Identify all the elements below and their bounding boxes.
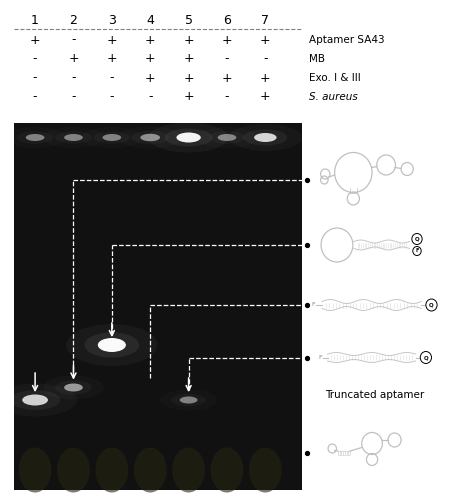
Ellipse shape — [57, 448, 90, 492]
Text: 5: 5 — [184, 14, 193, 26]
Text: -: - — [71, 34, 76, 46]
Text: Exo. I & III: Exo. I & III — [309, 73, 361, 83]
Ellipse shape — [176, 132, 201, 142]
Text: F: F — [318, 355, 322, 360]
Circle shape — [413, 246, 421, 256]
Text: +: + — [68, 52, 79, 66]
Ellipse shape — [102, 134, 121, 141]
Ellipse shape — [64, 134, 83, 141]
Ellipse shape — [218, 134, 236, 141]
Text: -: - — [225, 90, 229, 104]
Text: 2: 2 — [70, 14, 77, 26]
Ellipse shape — [84, 332, 139, 357]
Ellipse shape — [10, 390, 60, 410]
Text: MB: MB — [309, 54, 325, 64]
Text: +: + — [107, 34, 117, 46]
Text: +: + — [145, 34, 155, 46]
Ellipse shape — [22, 394, 48, 406]
Ellipse shape — [64, 384, 83, 392]
Bar — [14, 122, 302, 490]
Text: -: - — [71, 72, 76, 85]
Ellipse shape — [95, 448, 128, 492]
Text: +: + — [30, 34, 40, 46]
Text: +: + — [222, 72, 232, 85]
Text: -: - — [33, 52, 37, 66]
Circle shape — [426, 299, 437, 311]
Text: +: + — [145, 72, 155, 85]
Ellipse shape — [26, 134, 44, 141]
Text: S. aureus: S. aureus — [309, 92, 358, 102]
Text: +: + — [222, 34, 232, 46]
Ellipse shape — [254, 133, 277, 142]
Ellipse shape — [180, 396, 197, 404]
Circle shape — [412, 234, 422, 244]
Text: -: - — [225, 52, 229, 66]
Text: Q: Q — [415, 236, 419, 242]
Text: F: F — [415, 248, 419, 254]
Ellipse shape — [249, 448, 282, 492]
Ellipse shape — [19, 448, 51, 492]
Text: -: - — [33, 72, 37, 85]
Text: -: - — [71, 90, 76, 104]
Text: +: + — [260, 90, 271, 104]
Text: +: + — [107, 52, 117, 66]
Ellipse shape — [98, 338, 126, 352]
Text: +: + — [260, 72, 271, 85]
Text: 3: 3 — [108, 14, 116, 26]
Text: Q: Q — [424, 355, 428, 360]
Text: +: + — [260, 34, 271, 46]
Text: +: + — [183, 72, 194, 85]
Text: 4: 4 — [146, 14, 154, 26]
Text: +: + — [183, 34, 194, 46]
Circle shape — [420, 352, 431, 364]
Text: F: F — [312, 302, 315, 308]
Text: -: - — [33, 90, 37, 104]
Text: 7: 7 — [261, 14, 270, 26]
Text: Aptamer SA43: Aptamer SA43 — [309, 35, 385, 45]
Ellipse shape — [172, 448, 205, 492]
Text: Q: Q — [429, 302, 434, 308]
Text: 1: 1 — [31, 14, 39, 26]
Ellipse shape — [243, 130, 287, 146]
Text: Truncated aptamer: Truncated aptamer — [325, 390, 424, 400]
Text: +: + — [183, 90, 194, 104]
Text: -: - — [263, 52, 268, 66]
Ellipse shape — [165, 128, 212, 146]
Text: +: + — [183, 52, 194, 66]
Text: 6: 6 — [223, 14, 231, 26]
Ellipse shape — [134, 448, 167, 492]
Text: -: - — [110, 72, 114, 85]
Ellipse shape — [211, 448, 243, 492]
Text: +: + — [145, 52, 155, 66]
Ellipse shape — [140, 134, 160, 141]
Text: -: - — [110, 90, 114, 104]
Text: -: - — [148, 90, 153, 104]
